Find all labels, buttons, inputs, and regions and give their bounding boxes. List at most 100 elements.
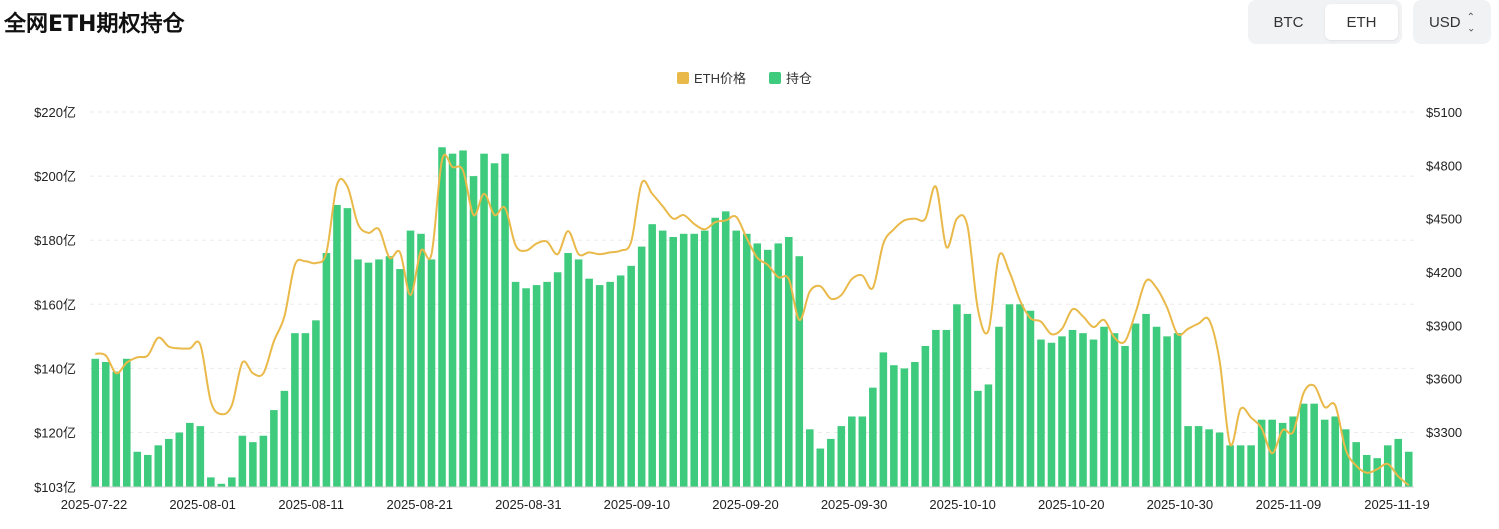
oi-bar [1058,336,1066,487]
oi-bar [869,387,877,487]
x-axis-tick: 2025-11-19 [1364,497,1430,512]
oi-bar [721,211,730,487]
right-axis-tick: $3300 [1426,425,1462,440]
oi-bar [511,281,520,487]
oi-bar [469,176,478,487]
oi-bar [1320,419,1329,487]
oi-bar [1131,323,1140,487]
oi-bar [637,246,646,487]
page-title: 全网ETH期权持仓 [4,12,185,37]
oi-bar [606,281,614,487]
oi-bar [101,362,110,487]
oi-bar [133,451,142,487]
oi-bar [984,384,993,487]
x-axis-tick: 2025-09-20 [712,497,779,512]
left-axis-tick: $120亿 [34,426,76,441]
oi-bar [165,438,173,487]
oi-bar [763,249,772,487]
oi-bar [837,426,846,487]
oi-bar [742,233,751,487]
oi-bar [1152,326,1161,487]
asset-eth-button[interactable]: ETH [1325,4,1398,40]
oi-bar [574,259,583,487]
chevron-updown-icon: ⌃ ⌃ [1466,12,1476,33]
asset-btc-button[interactable]: BTC [1273,13,1304,31]
oi-bar [1299,403,1308,487]
oi-bar [827,438,835,487]
oi-bar [438,147,446,487]
legend-swatch-oi [769,72,781,84]
left-axis-tick: $140亿 [34,361,76,376]
oi-bar [270,410,278,487]
x-axis-tick: 2025-08-11 [278,497,344,512]
x-axis-tick: 2025-08-21 [387,497,454,512]
oi-bar [753,243,762,487]
oi-bar [932,329,940,487]
x-axis-tick: 2025-07-22 [61,497,128,512]
oi-bar [816,448,825,487]
oi-bar [144,454,152,487]
oi-bar [343,208,352,487]
oi-bar [417,233,425,487]
oi-bar [91,358,100,487]
oi-bar [1394,438,1403,487]
asset-toggle: BTC ETH [1248,0,1402,44]
right-axis-tick: $5100 [1426,105,1462,120]
oi-bar [1047,342,1056,487]
oi-bar [995,326,1003,487]
right-axis-tick: $3900 [1426,318,1462,333]
oi-bar [375,259,383,487]
oi-bar [616,275,625,487]
oi-bar [259,435,268,487]
oi-bar [280,390,289,487]
oi-bar [196,426,205,487]
oi-bar [301,333,310,487]
oi-bar [1194,426,1203,487]
right-axis-tick: $4200 [1426,265,1462,280]
oi-bar [1404,451,1413,487]
oi-bar [648,224,656,487]
oi-bar [1142,313,1150,487]
oi-bar [795,256,804,487]
oi-bar [732,230,741,488]
oi-bar [501,153,509,487]
oi-bar [953,304,961,487]
oi-bar [1173,333,1182,487]
oi-bar [974,390,982,487]
oi-bar [669,237,677,487]
oi-bar [291,333,299,487]
oi-bar [679,233,688,487]
oi-bar [690,233,698,487]
oi-bar [1289,416,1297,487]
right-axis-tick: $3600 [1426,372,1462,387]
oi-bar [1215,432,1224,487]
oi-bar [595,285,604,487]
oi-bar [207,477,215,487]
oi-bar [1341,429,1350,487]
oi-bar [806,429,814,487]
oi-bar [154,445,163,487]
currency-value: USD [1428,13,1461,31]
oi-bar [1226,445,1234,487]
oi-bar [228,477,236,487]
oi-bar [448,153,457,487]
oi-bar [1310,403,1318,487]
oi-bar [1373,458,1382,487]
oi-bar [553,272,562,487]
currency-select[interactable]: USD ⌃ ⌃ [1413,0,1491,44]
oi-bar [658,230,667,488]
oi-bar [848,416,856,487]
oi-bar [858,416,867,487]
oi-bar [406,230,415,488]
oi-bar [122,358,131,487]
oi-bar [1026,310,1035,487]
oi-bar [1121,345,1129,487]
oi-bar [238,435,247,487]
oi-bar [1089,339,1098,487]
oi-bar [700,230,709,488]
oi-bar [480,153,488,487]
x-axis-tick: 2025-09-30 [821,497,888,512]
oi-bar [1184,426,1192,487]
oi-bar [217,483,226,487]
